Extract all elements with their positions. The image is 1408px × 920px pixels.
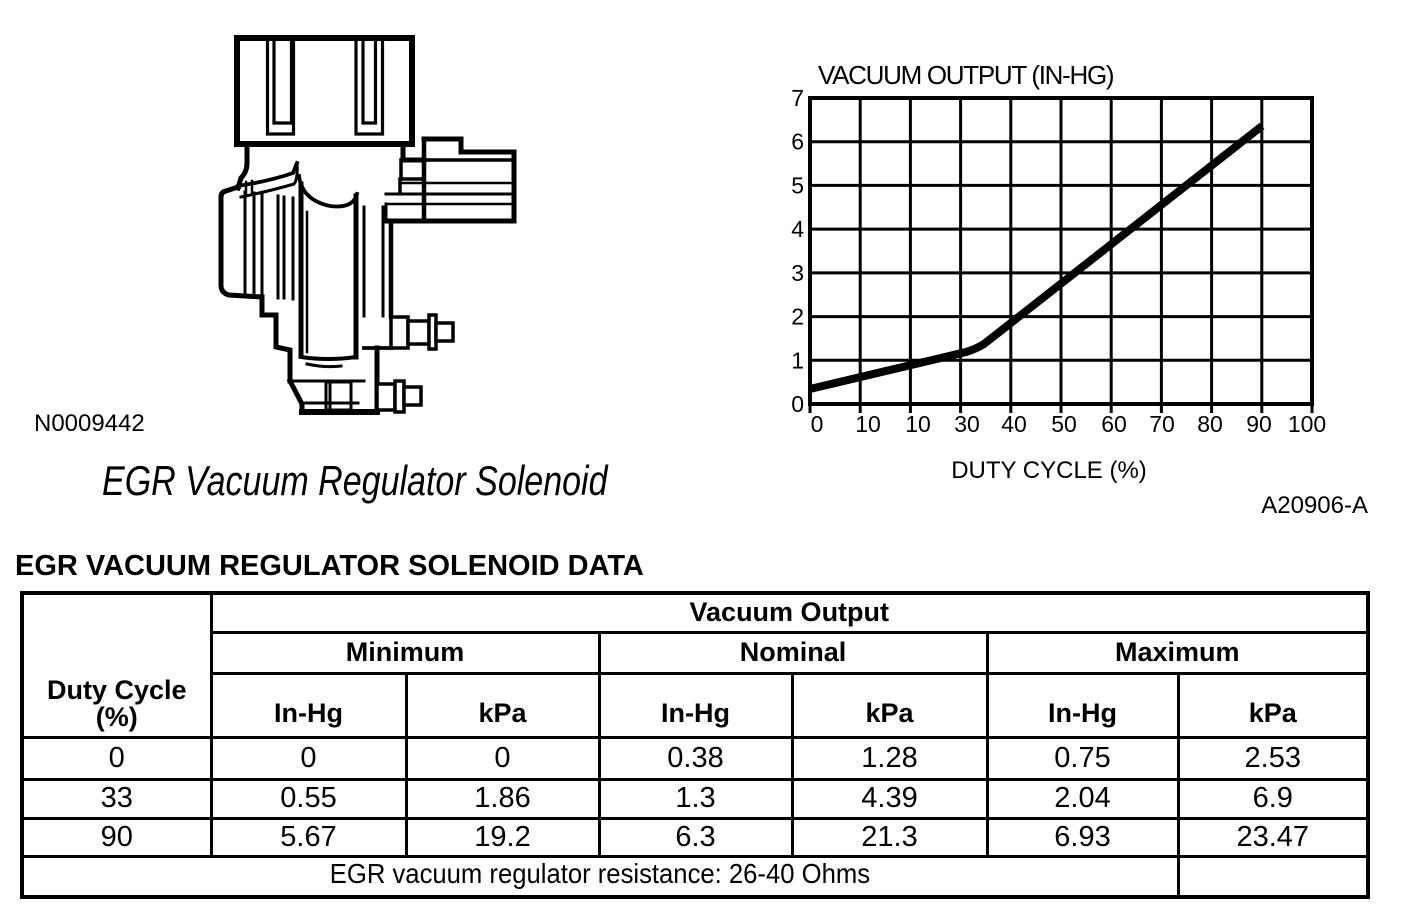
svg-text:2: 2 [791,304,804,330]
svg-text:50: 50 [1051,411,1077,437]
svg-text:DUTY CYCLE (%): DUTY CYCLE (%) [951,457,1147,484]
svg-text:90: 90 [1246,411,1272,437]
svg-text:3: 3 [791,260,804,286]
svg-text:7: 7 [791,85,804,111]
svg-text:100: 100 [1288,411,1326,437]
svg-text:10: 10 [855,411,881,437]
svg-text:0: 0 [791,391,804,417]
svg-text:40: 40 [1001,411,1027,437]
svg-text:4: 4 [791,216,804,242]
svg-text:5: 5 [791,172,804,198]
svg-text:10: 10 [905,411,931,437]
svg-text:6: 6 [791,129,804,155]
svg-text:0: 0 [811,411,824,437]
svg-text:60: 60 [1101,411,1127,437]
svg-text:1: 1 [791,347,804,373]
svg-text:70: 70 [1149,411,1175,437]
svg-text:80: 80 [1197,411,1223,437]
svg-text:VACUUM OUTPUT (IN-HG): VACUUM OUTPUT (IN-HG) [818,60,1114,90]
svg-text:30: 30 [954,411,980,437]
svg-text:A20906-A: A20906-A [1261,492,1368,519]
